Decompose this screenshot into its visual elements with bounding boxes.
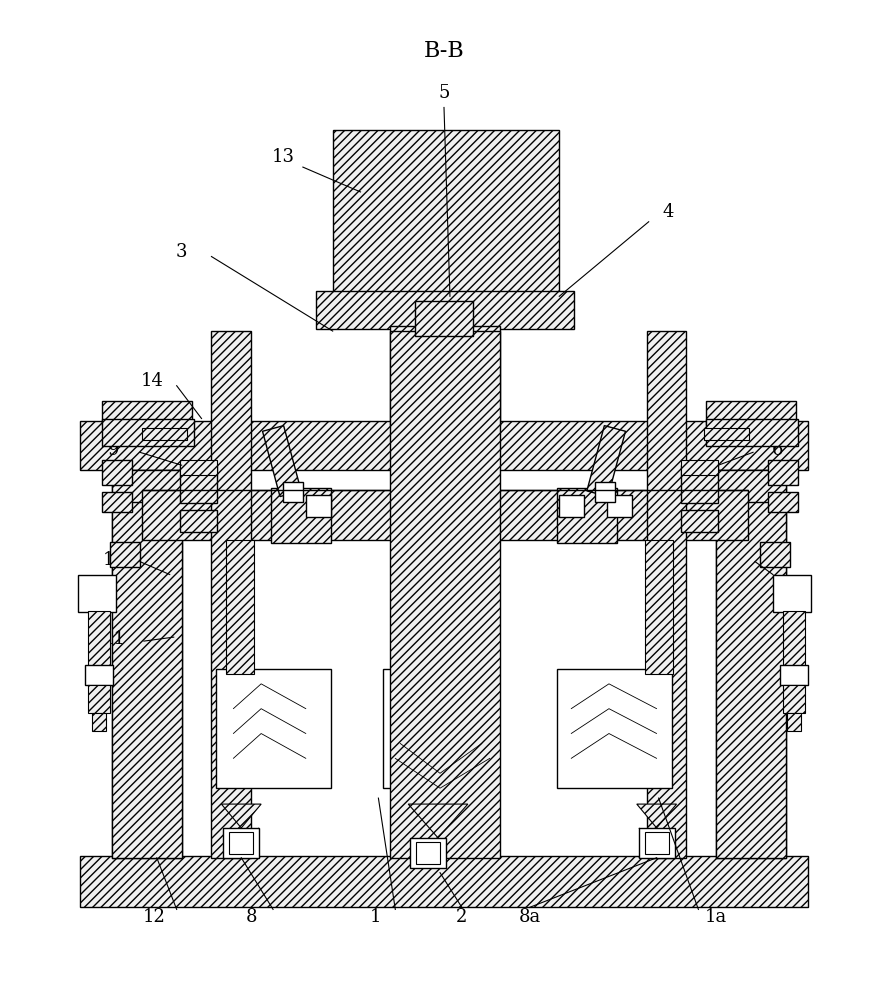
Bar xyxy=(223,828,259,858)
Text: 13: 13 xyxy=(271,148,294,166)
Bar xyxy=(112,470,182,858)
Bar xyxy=(102,492,132,512)
Bar xyxy=(556,488,616,543)
Bar xyxy=(78,575,116,612)
Text: 1a: 1a xyxy=(704,908,727,926)
Bar xyxy=(390,331,499,858)
Bar xyxy=(782,685,804,713)
Bar xyxy=(85,665,113,685)
Text: 5: 5 xyxy=(438,84,449,102)
Bar xyxy=(180,465,217,503)
Bar xyxy=(705,401,795,425)
Bar xyxy=(556,669,671,788)
Bar xyxy=(271,488,330,543)
Bar xyxy=(767,492,797,512)
Text: 11: 11 xyxy=(103,630,126,648)
Bar xyxy=(102,401,191,425)
Bar xyxy=(110,542,140,567)
Polygon shape xyxy=(262,426,300,497)
Bar xyxy=(416,842,439,864)
Bar xyxy=(229,832,253,854)
Bar xyxy=(102,460,132,485)
Text: 8: 8 xyxy=(245,908,257,926)
Text: 7: 7 xyxy=(772,551,782,569)
Text: 8a: 8a xyxy=(517,908,540,926)
Text: 6: 6 xyxy=(772,441,782,459)
Bar xyxy=(415,301,472,336)
Text: 14: 14 xyxy=(140,372,163,390)
Bar xyxy=(644,540,672,674)
Bar xyxy=(81,421,807,470)
Text: 10: 10 xyxy=(103,551,126,569)
Bar xyxy=(680,460,718,475)
Text: 4: 4 xyxy=(662,203,673,221)
Bar xyxy=(779,665,807,685)
Bar xyxy=(390,326,499,425)
Bar xyxy=(88,611,110,666)
Bar xyxy=(180,460,217,475)
Bar xyxy=(680,510,718,532)
Text: 9: 9 xyxy=(108,441,120,459)
Bar xyxy=(81,856,807,907)
Bar xyxy=(703,428,749,440)
Bar xyxy=(102,419,193,446)
Bar xyxy=(646,331,686,858)
Text: 2: 2 xyxy=(455,908,467,926)
Bar xyxy=(332,130,559,294)
Polygon shape xyxy=(636,804,676,828)
Bar xyxy=(315,291,573,329)
Bar xyxy=(786,713,800,731)
Bar xyxy=(216,669,330,788)
Bar xyxy=(88,685,110,713)
Polygon shape xyxy=(222,804,260,828)
Bar xyxy=(606,495,631,517)
Bar xyxy=(705,419,797,446)
Bar xyxy=(680,465,718,503)
Bar xyxy=(716,470,785,858)
Bar xyxy=(767,460,797,485)
Bar xyxy=(383,669,497,788)
Text: B-B: B-B xyxy=(424,40,464,62)
Bar xyxy=(226,540,254,674)
Bar xyxy=(112,470,182,858)
Bar xyxy=(595,482,614,502)
Text: 12: 12 xyxy=(143,908,165,926)
Bar xyxy=(306,495,330,517)
Bar xyxy=(559,495,584,517)
Bar xyxy=(92,713,106,731)
Text: 1: 1 xyxy=(369,908,381,926)
Polygon shape xyxy=(587,426,625,497)
Bar xyxy=(211,331,251,858)
Bar xyxy=(409,838,446,868)
Bar xyxy=(142,490,747,540)
Bar xyxy=(283,482,302,502)
Text: 3: 3 xyxy=(175,243,187,261)
Bar xyxy=(644,832,668,854)
Bar xyxy=(638,828,673,858)
Bar xyxy=(759,542,789,567)
Polygon shape xyxy=(408,804,467,838)
Bar xyxy=(782,611,804,666)
Bar xyxy=(180,510,217,532)
Bar xyxy=(142,428,186,440)
Bar xyxy=(772,575,810,612)
Bar xyxy=(716,470,785,858)
